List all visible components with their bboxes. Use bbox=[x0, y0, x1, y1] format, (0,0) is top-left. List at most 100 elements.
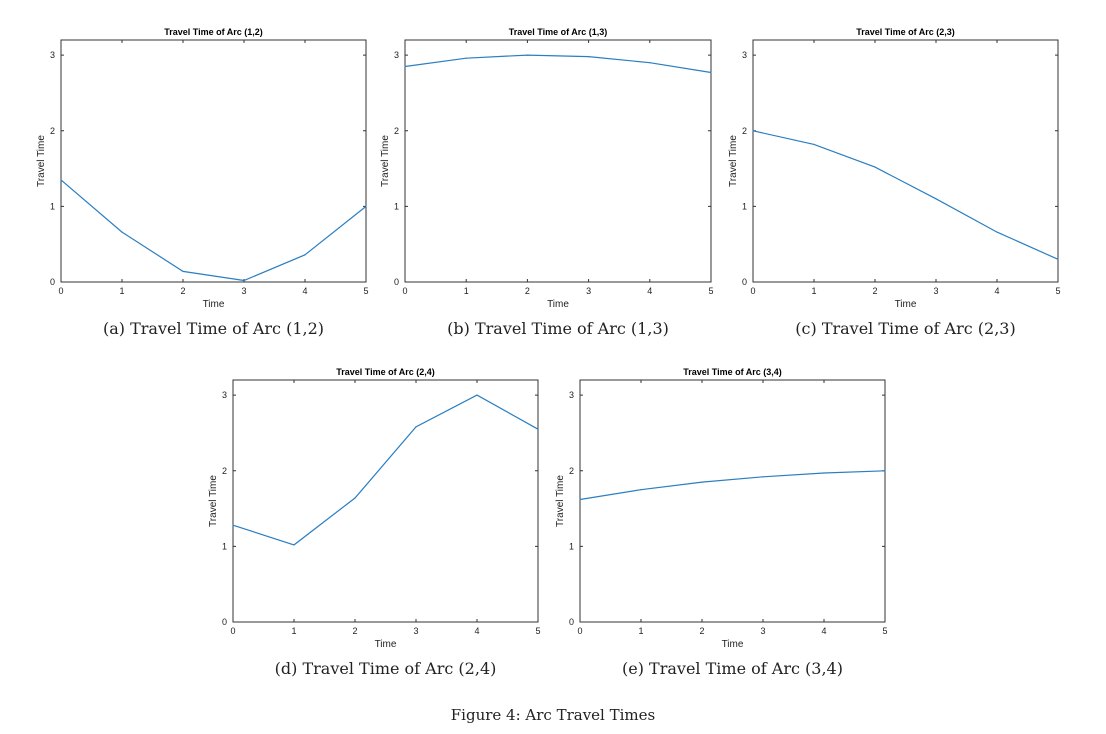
data-point bbox=[884, 470, 886, 472]
chart-title: Travel Time of Arc (1,3) bbox=[509, 27, 608, 37]
y-axis-label: Travel Time bbox=[555, 475, 566, 527]
x-tick-label: 2 bbox=[352, 626, 357, 636]
chart-panel: Travel Time of Arc (1,3) 0 1 2 3 4 5 0 1 2 3 Time Tr… bbox=[380, 27, 714, 338]
y-tick-label: 1 bbox=[569, 541, 574, 551]
x-tick-label: 2 bbox=[180, 286, 185, 296]
y-tick-label: 2 bbox=[222, 466, 227, 476]
x-tick-label: 1 bbox=[638, 626, 643, 636]
x-tick-label: 2 bbox=[872, 286, 877, 296]
x-tick-label: 0 bbox=[230, 626, 235, 636]
data-point bbox=[415, 426, 417, 428]
y-tick-label: 3 bbox=[50, 50, 55, 60]
series-line bbox=[752, 130, 1059, 260]
y-axis-label: Travel Time bbox=[728, 135, 739, 187]
data-point bbox=[243, 279, 245, 282]
y-tick-label: 3 bbox=[222, 390, 227, 400]
x-tick-label: 5 bbox=[1055, 286, 1060, 296]
figure-caption: Figure 4: Arc Travel Times bbox=[451, 706, 655, 724]
y-tick-label: 1 bbox=[50, 201, 55, 211]
y-tick-label: 0 bbox=[222, 617, 227, 627]
x-axis-label: Time bbox=[547, 299, 569, 310]
x-tick-label: 2 bbox=[699, 626, 704, 636]
data-point bbox=[404, 65, 406, 68]
x-tick-label: 4 bbox=[474, 626, 479, 636]
data-point bbox=[526, 54, 529, 56]
x-tick-label: 0 bbox=[58, 286, 63, 296]
x-tick-label: 5 bbox=[535, 626, 540, 636]
x-tick-label: 1 bbox=[811, 286, 816, 296]
data-point bbox=[710, 71, 712, 74]
x-tick-label: 4 bbox=[994, 286, 999, 296]
x-tick-label: 3 bbox=[933, 286, 938, 296]
y-tick-label: 1 bbox=[742, 201, 747, 211]
data-point bbox=[701, 481, 703, 483]
series-line bbox=[60, 179, 367, 282]
x-tick-label: 4 bbox=[302, 286, 307, 296]
subfigure-caption: (c) Travel Time of Arc (2,3) bbox=[795, 319, 1015, 338]
chart-panel: Travel Time of Arc (2,3) 0 1 2 3 4 5 0 1 2 3 Time Tr… bbox=[728, 27, 1061, 338]
chart-panel: Travel Time of Arc (3,4) 0 1 2 3 4 5 0 1 2 3 Time Tr… bbox=[555, 367, 888, 678]
data-point bbox=[762, 476, 764, 478]
chart-title: Travel Time of Arc (3,4) bbox=[683, 367, 782, 377]
x-tick-label: 3 bbox=[413, 626, 418, 636]
x-axis-label: Time bbox=[895, 299, 917, 310]
chart-title: Travel Time of Arc (1,2) bbox=[164, 27, 263, 37]
y-tick-label: 0 bbox=[50, 277, 55, 287]
y-tick-label: 1 bbox=[222, 541, 227, 551]
series-line bbox=[404, 54, 712, 74]
data-point bbox=[813, 143, 815, 145]
data-point bbox=[476, 394, 478, 396]
data-point bbox=[354, 497, 356, 499]
data-point bbox=[182, 270, 184, 273]
x-tick-label: 1 bbox=[464, 286, 469, 296]
y-tick-label: 2 bbox=[742, 126, 747, 136]
chart-title: Travel Time of Arc (2,4) bbox=[336, 367, 435, 377]
data-point bbox=[649, 62, 651, 64]
data-point bbox=[537, 428, 539, 430]
x-tick-label: 1 bbox=[119, 286, 124, 296]
x-tick-label: 3 bbox=[241, 286, 246, 296]
x-axis-label: Time bbox=[375, 639, 397, 650]
data-point bbox=[365, 205, 367, 207]
data-point bbox=[640, 489, 642, 491]
y-tick-label: 2 bbox=[394, 126, 399, 136]
data-point bbox=[121, 231, 123, 233]
y-axis-label: Travel Time bbox=[380, 135, 391, 187]
y-tick-label: 2 bbox=[569, 466, 574, 476]
plot-area bbox=[579, 379, 886, 623]
y-axis-label: Travel Time bbox=[36, 135, 47, 187]
data-point bbox=[588, 56, 590, 58]
y-tick-label: 2 bbox=[50, 126, 55, 136]
x-tick-label: 3 bbox=[760, 626, 765, 636]
chart-panel: Travel Time of Arc (2,4) 0 1 2 3 4 5 0 1 2 3 Time Tr… bbox=[208, 367, 541, 678]
plot-area bbox=[404, 39, 712, 283]
x-tick-label: 4 bbox=[647, 286, 652, 296]
data-point bbox=[60, 179, 62, 181]
x-tick-label: 5 bbox=[882, 626, 887, 636]
x-tick-label: 0 bbox=[750, 286, 755, 296]
plot-area bbox=[752, 39, 1059, 283]
data-point bbox=[579, 498, 581, 501]
series-line bbox=[579, 470, 886, 501]
y-tick-label: 0 bbox=[569, 617, 574, 627]
data-point bbox=[935, 198, 937, 200]
x-tick-label: 5 bbox=[708, 286, 713, 296]
x-tick-label: 1 bbox=[291, 626, 296, 636]
x-tick-label: 0 bbox=[577, 626, 582, 636]
y-tick-label: 3 bbox=[742, 50, 747, 60]
x-tick-label: 5 bbox=[363, 286, 368, 296]
chart-title: Travel Time of Arc (2,3) bbox=[856, 27, 955, 37]
data-point bbox=[232, 524, 234, 526]
subfigure-caption: (e) Travel Time of Arc (3,4) bbox=[622, 659, 843, 678]
data-point bbox=[304, 254, 306, 256]
y-tick-label: 0 bbox=[394, 277, 399, 287]
y-axis-label: Travel Time bbox=[208, 475, 219, 527]
x-tick-label: 4 bbox=[821, 626, 826, 636]
subfigure-caption: (a) Travel Time of Arc (1,2) bbox=[103, 319, 324, 338]
data-point bbox=[752, 130, 754, 132]
data-point bbox=[996, 231, 998, 233]
y-tick-label: 0 bbox=[742, 277, 747, 287]
plot-area bbox=[232, 379, 539, 623]
data-point bbox=[823, 472, 825, 474]
